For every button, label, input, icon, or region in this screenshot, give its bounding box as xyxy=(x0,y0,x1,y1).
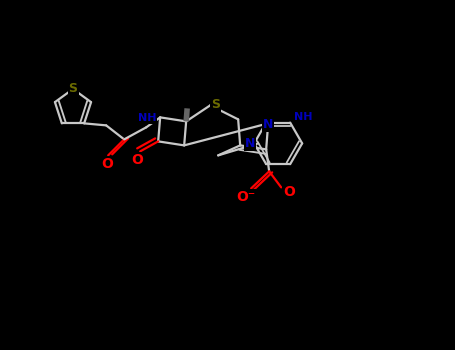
Text: S: S xyxy=(69,83,77,96)
Text: O: O xyxy=(283,186,295,199)
Text: O⁻: O⁻ xyxy=(237,190,256,204)
Text: S: S xyxy=(211,98,220,111)
Text: N: N xyxy=(245,137,255,150)
Text: NH: NH xyxy=(294,112,313,121)
Text: N: N xyxy=(263,118,273,131)
Text: NH: NH xyxy=(138,113,157,123)
Text: O: O xyxy=(101,158,113,172)
Text: O: O xyxy=(131,153,143,167)
